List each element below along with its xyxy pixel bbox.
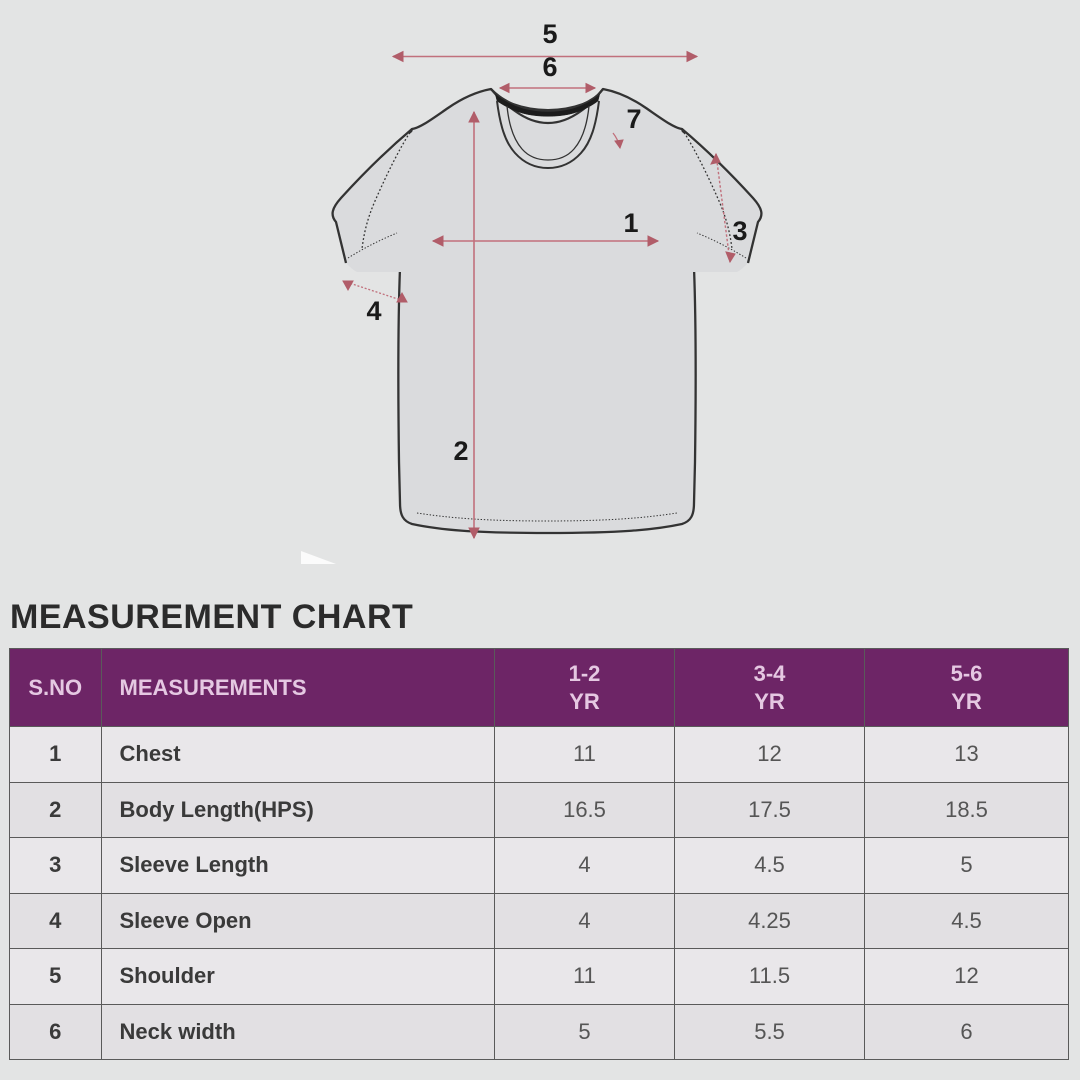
svg-text:7: 7 xyxy=(626,104,641,134)
svg-text:3: 3 xyxy=(732,216,747,246)
svg-text:5: 5 xyxy=(542,19,557,49)
svg-text:6: 6 xyxy=(542,52,557,82)
svg-text:4: 4 xyxy=(366,296,381,326)
svg-text:2: 2 xyxy=(453,436,468,466)
svg-text:1: 1 xyxy=(623,208,638,238)
